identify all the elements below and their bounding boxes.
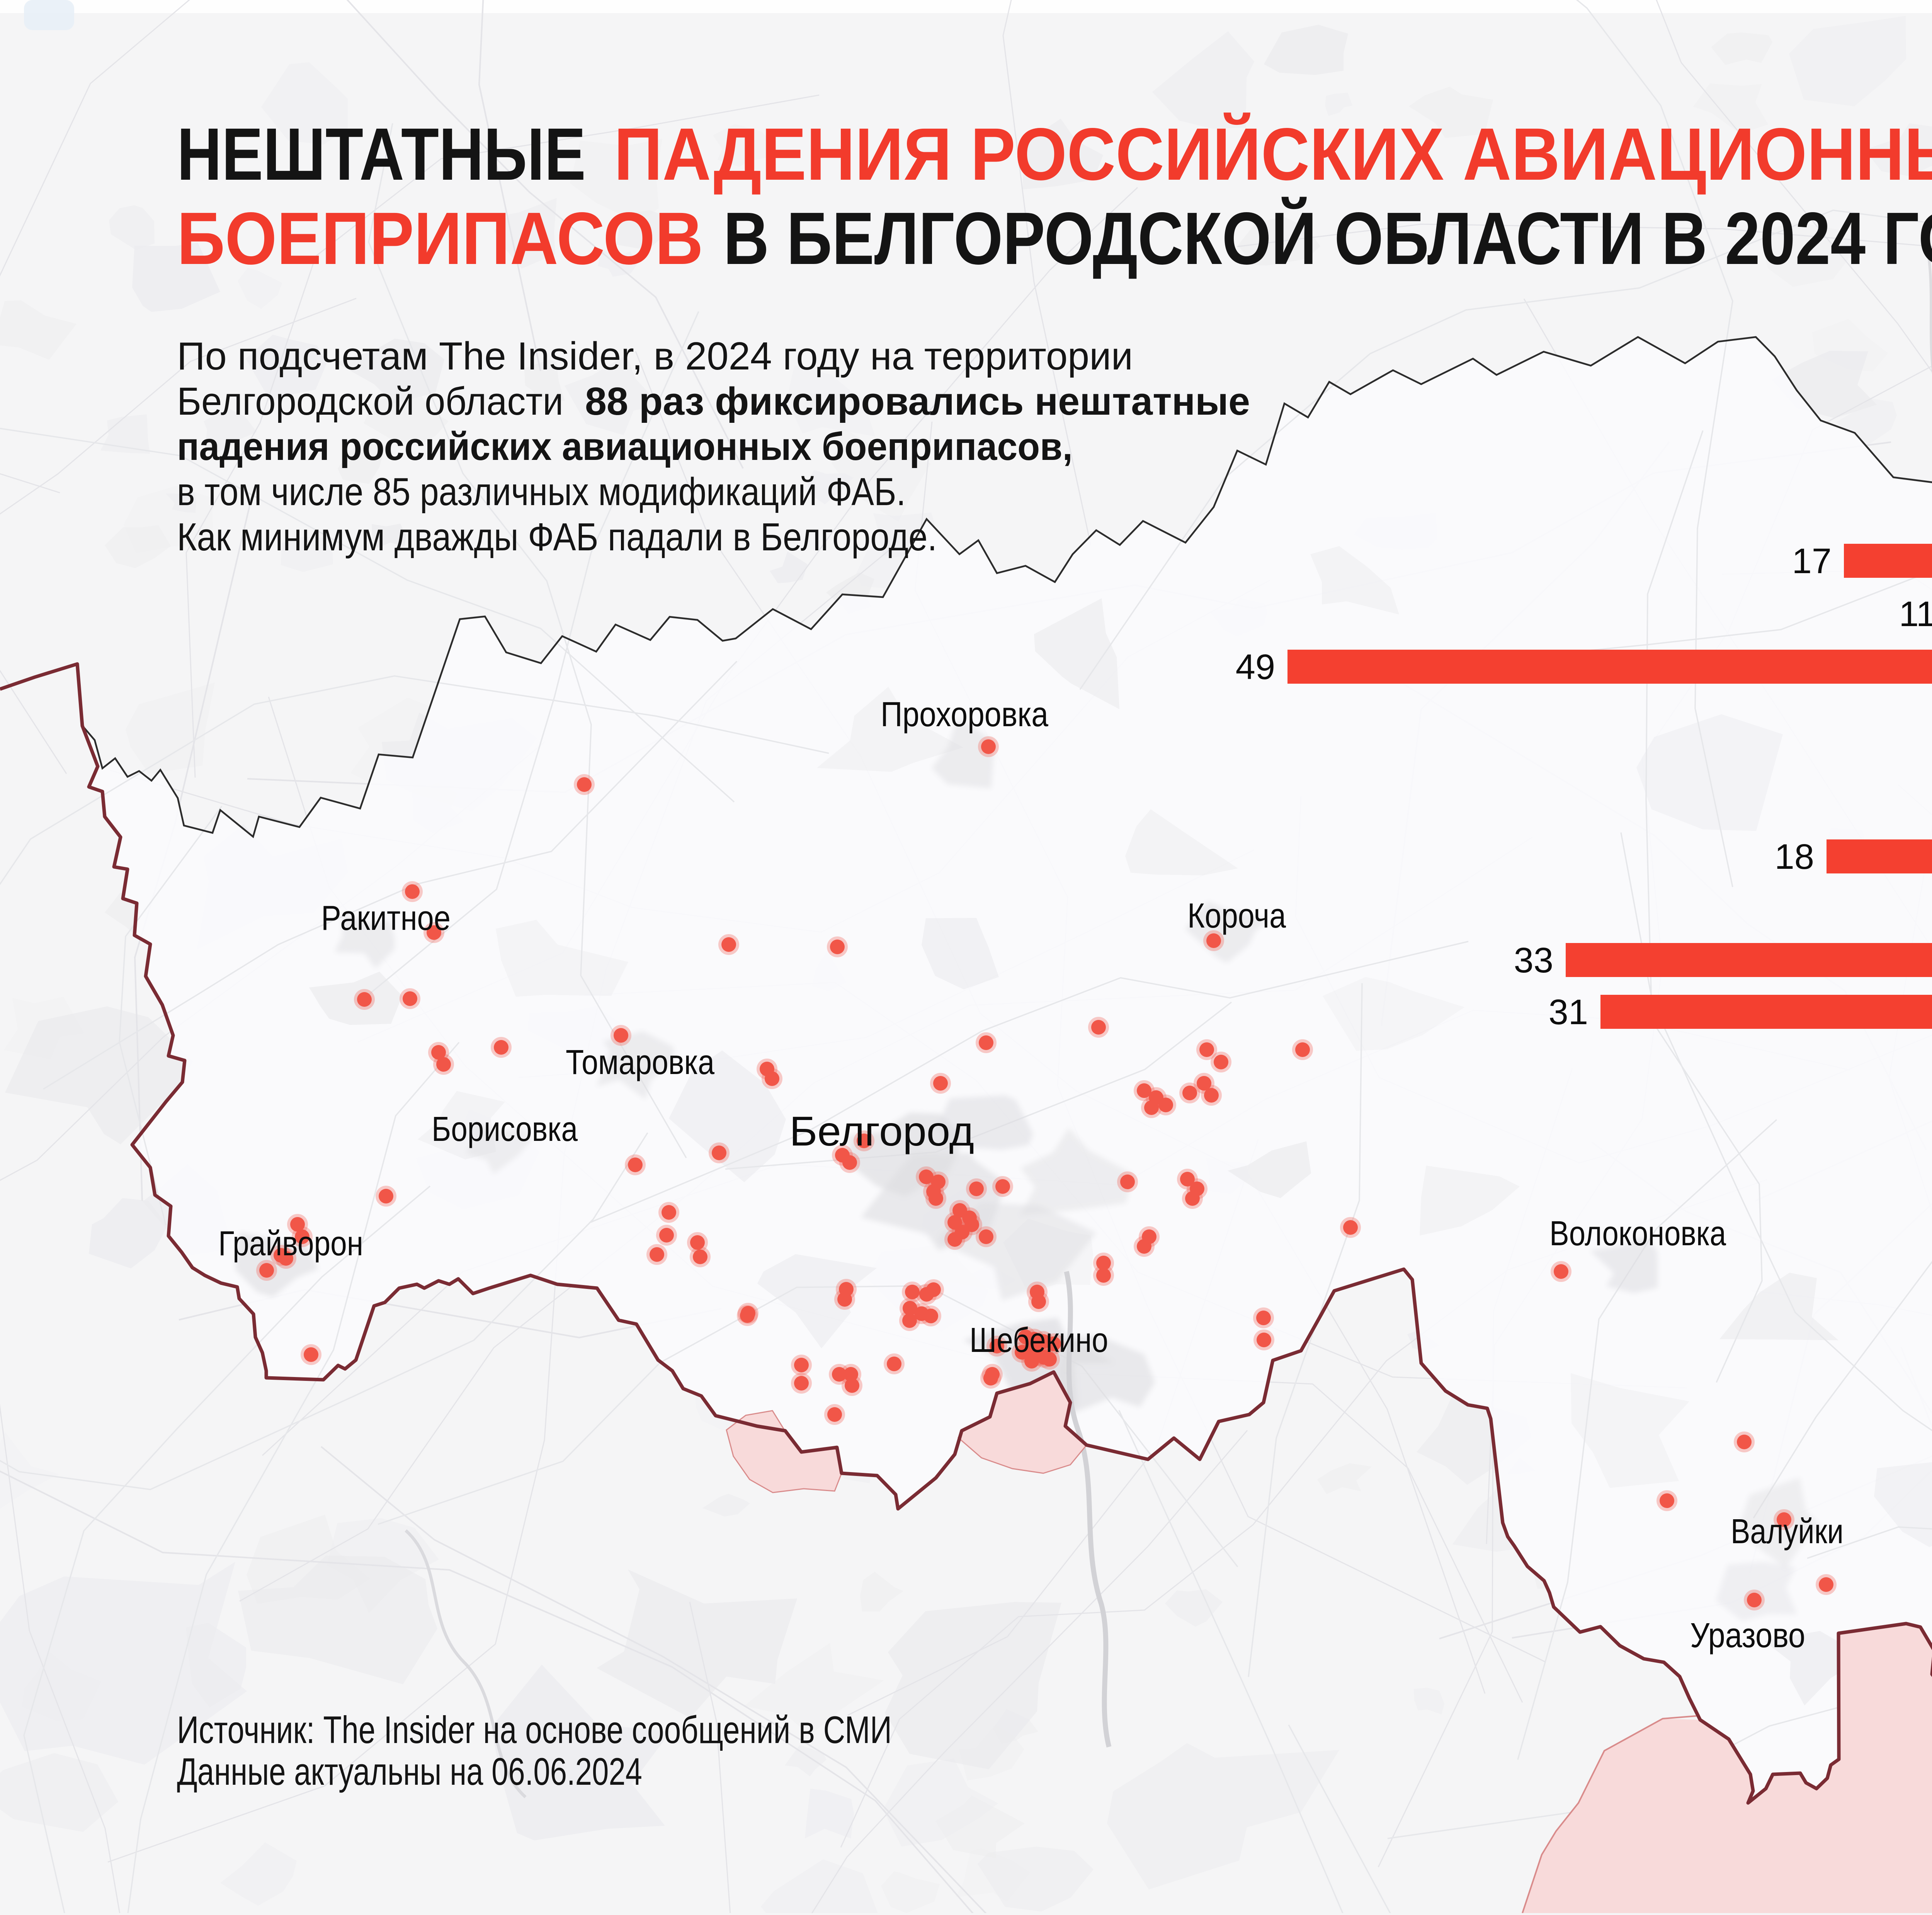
svg-text:Белгород: Белгород	[789, 1108, 974, 1154]
svg-text:Данные актуальны на 06.06.2024: Данные актуальны на 06.06.2024	[177, 1750, 642, 1793]
svg-text:Прохоровка: Прохоровка	[881, 695, 1049, 734]
svg-text:в том числе 85 различных модиф: в том числе 85 различных модификаций ФАБ…	[177, 470, 906, 514]
svg-text:Шебекино: Шебекино	[969, 1321, 1108, 1360]
svg-text:Валуйки: Валуйки	[1731, 1512, 1844, 1551]
svg-text:По подсчетам The Insider, в 20: По подсчетам The Insider, в 2024 году на…	[177, 335, 1133, 378]
svg-text:Грайворон: Грайворон	[218, 1224, 363, 1263]
svg-text:17: 17	[1792, 541, 1832, 581]
svg-text:Как минимум дважды ФАБ падали: Как минимум дважды ФАБ падали в Белгород…	[177, 516, 937, 559]
svg-text:49: 49	[1236, 647, 1275, 687]
svg-text:88 раз фиксировались нештатные: 88 раз фиксировались нештатные	[585, 380, 1250, 423]
svg-text:ПАДЕНИЯ РОССИЙСКИХ АВИАЦИОННЫХ: ПАДЕНИЯ РОССИЙСКИХ АВИАЦИОННЫХ	[614, 112, 1932, 196]
svg-text:Волоконовка: Волоконовка	[1549, 1214, 1726, 1253]
svg-text:Ракитное: Ракитное	[321, 899, 451, 938]
svg-text:В БЕЛГОРОДСКОЙ ОБЛАСТИ В 2024: В БЕЛГОРОДСКОЙ ОБЛАСТИ В 2024 ГОДУ	[723, 197, 1932, 280]
svg-text:18: 18	[1775, 837, 1814, 877]
svg-text:Источник: The Insider на основ: Источник: The Insider на основе сообщени…	[177, 1708, 892, 1751]
svg-text:Короча: Короча	[1187, 897, 1286, 935]
svg-text:БОЕПРИПАСОВ: БОЕПРИПАСОВ	[177, 197, 703, 280]
svg-text:33: 33	[1514, 941, 1553, 980]
svg-text:НЕШТАТНЫЕ: НЕШТАТНЫЕ	[177, 112, 586, 196]
svg-text:31: 31	[1549, 992, 1588, 1032]
svg-text:Борисовка: Борисовка	[432, 1110, 578, 1149]
svg-text:Белгородской области: Белгородской области	[177, 380, 563, 423]
svg-text:11: 11	[1899, 594, 1932, 634]
svg-text:Уразово: Уразово	[1690, 1616, 1805, 1655]
svg-text:Томаровка: Томаровка	[566, 1043, 715, 1082]
svg-text:падения российских авиационных: падения российских авиационных боеприпас…	[177, 425, 1073, 468]
